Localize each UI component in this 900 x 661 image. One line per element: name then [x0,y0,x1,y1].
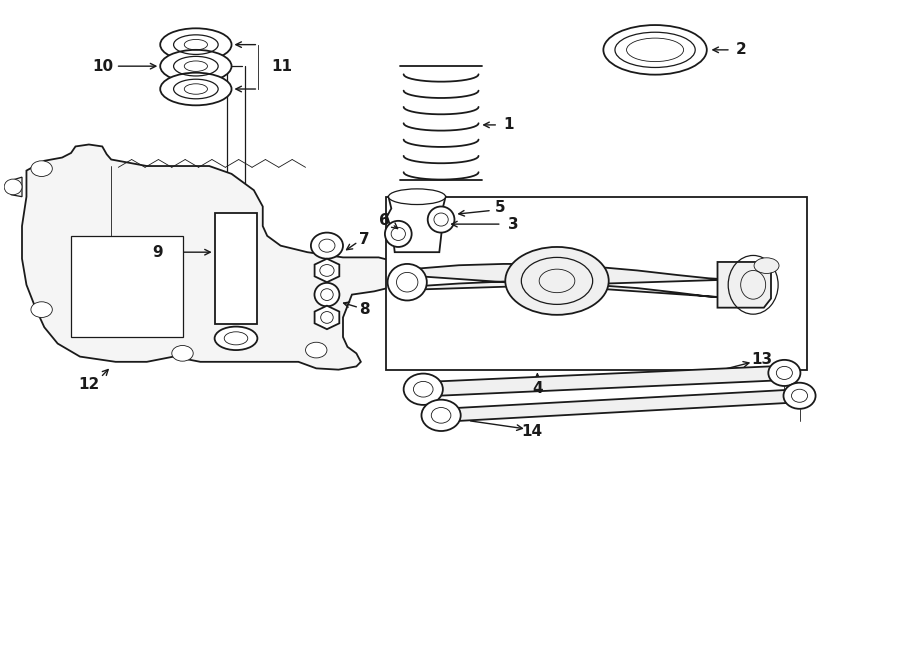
Ellipse shape [160,50,231,83]
Polygon shape [387,197,447,253]
Polygon shape [315,305,339,329]
Polygon shape [9,177,22,197]
Bar [386,197,806,369]
Text: 2: 2 [735,42,746,58]
Ellipse shape [306,342,327,358]
Ellipse shape [421,400,461,431]
Ellipse shape [160,28,231,61]
Text: 8: 8 [359,302,370,317]
Polygon shape [423,366,785,397]
Polygon shape [71,236,183,337]
Ellipse shape [784,383,815,408]
Polygon shape [717,262,771,307]
Text: 7: 7 [359,231,370,247]
Text: 9: 9 [152,245,163,260]
Text: 1: 1 [503,118,514,132]
Ellipse shape [754,258,779,274]
Text: 10: 10 [92,59,113,73]
Ellipse shape [310,233,343,258]
Ellipse shape [389,189,446,204]
Polygon shape [22,145,401,369]
Text: 12: 12 [78,377,100,391]
Ellipse shape [31,302,52,317]
Ellipse shape [403,373,443,405]
Text: 5: 5 [495,200,505,215]
Polygon shape [315,258,339,282]
Polygon shape [441,389,799,422]
Ellipse shape [385,221,411,247]
Text: 13: 13 [752,352,772,368]
Polygon shape [401,264,731,298]
Polygon shape [214,213,257,324]
Ellipse shape [603,25,706,75]
Ellipse shape [160,73,231,105]
Ellipse shape [428,206,454,233]
Ellipse shape [172,346,194,361]
Text: 6: 6 [379,214,390,228]
Ellipse shape [4,179,22,195]
Text: 3: 3 [508,217,518,231]
Ellipse shape [388,264,427,301]
Ellipse shape [31,161,52,176]
Ellipse shape [505,247,608,315]
Text: 4: 4 [532,381,543,396]
Ellipse shape [769,360,800,386]
Text: 14: 14 [521,424,543,439]
Ellipse shape [314,283,339,306]
Text: 11: 11 [272,59,292,74]
Ellipse shape [214,327,257,350]
